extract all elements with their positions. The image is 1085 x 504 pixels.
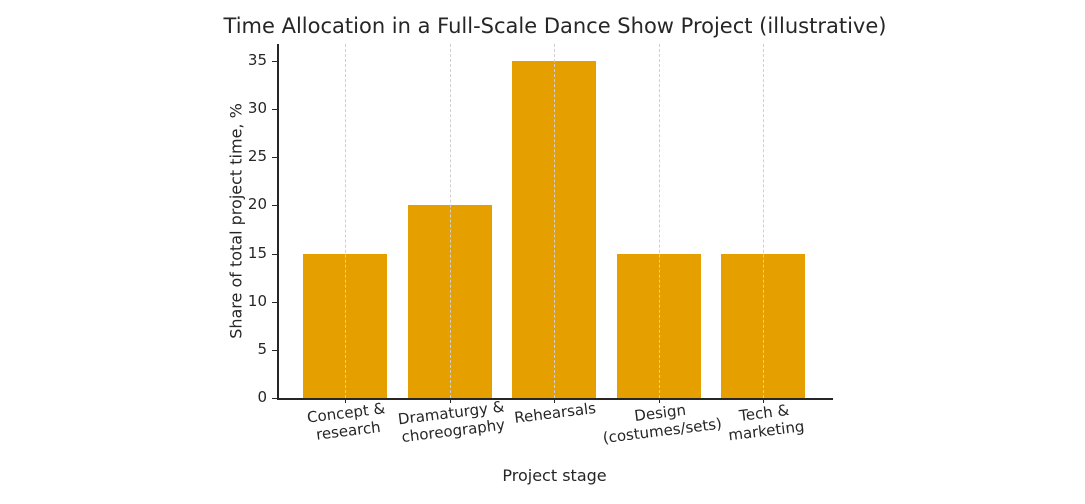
y-tick [272, 349, 277, 351]
x-tick [554, 398, 555, 403]
x-tick [449, 398, 451, 403]
y-tick [272, 157, 277, 159]
y-axis-label: Share of total project time, % [226, 103, 246, 339]
y-tick-label: 25 [247, 147, 267, 166]
y-tick-label: 20 [247, 195, 267, 214]
y-axis-line [277, 44, 279, 399]
y-tick [272, 398, 277, 399]
y-tick-label: 0 [257, 388, 267, 406]
y-tick-label: 35 [247, 51, 267, 69]
x-axis-label: Project stage [502, 466, 607, 485]
x-gridline [763, 44, 764, 398]
y-tick-label: 10 [247, 291, 267, 310]
y-tick [272, 253, 277, 255]
y-tick-label: 30 [247, 99, 267, 118]
chart-title: Time Allocation in a Full-Scale Dance Sh… [223, 14, 887, 38]
x-gridline [554, 44, 555, 398]
y-tick [272, 109, 277, 111]
y-tick [272, 205, 277, 207]
x-axis-line [277, 398, 833, 400]
plot-area [272, 44, 832, 403]
x-gridline [658, 44, 660, 398]
x-tick [345, 398, 346, 403]
y-tick-label: 15 [247, 243, 267, 262]
y-tick [272, 301, 277, 303]
x-gridline [449, 44, 451, 398]
y-tick-label: 5 [257, 339, 267, 358]
x-gridline [345, 44, 346, 398]
x-tick [763, 398, 764, 403]
x-tick [658, 398, 660, 403]
y-tick [272, 61, 277, 62]
